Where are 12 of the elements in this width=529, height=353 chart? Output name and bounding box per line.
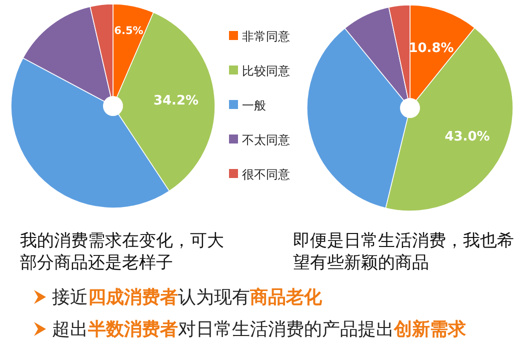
data-label: 6.5% — [114, 25, 144, 38]
legend-label: 非常同意 — [242, 30, 290, 44]
text: 超出半数消费者对日常生活消费的产品提出创新需求 — [52, 319, 467, 340]
data-label: 43.0% — [444, 129, 490, 144]
data-label: 34.2% — [153, 93, 199, 108]
text: 即便是日常生活消费，我也希望有些新颖的商品 — [293, 231, 514, 273]
legend-label: 比较同意 — [242, 64, 290, 78]
text: 接近四成消费者认为现有商品老化 — [52, 287, 323, 308]
legend-label: 不太同意 — [242, 133, 290, 147]
legend-label: 一般 — [242, 98, 266, 112]
legend-label: 很不同意 — [242, 168, 290, 182]
text: 我的消费需求在变化，可大部分商品还是老样子 — [20, 231, 224, 273]
